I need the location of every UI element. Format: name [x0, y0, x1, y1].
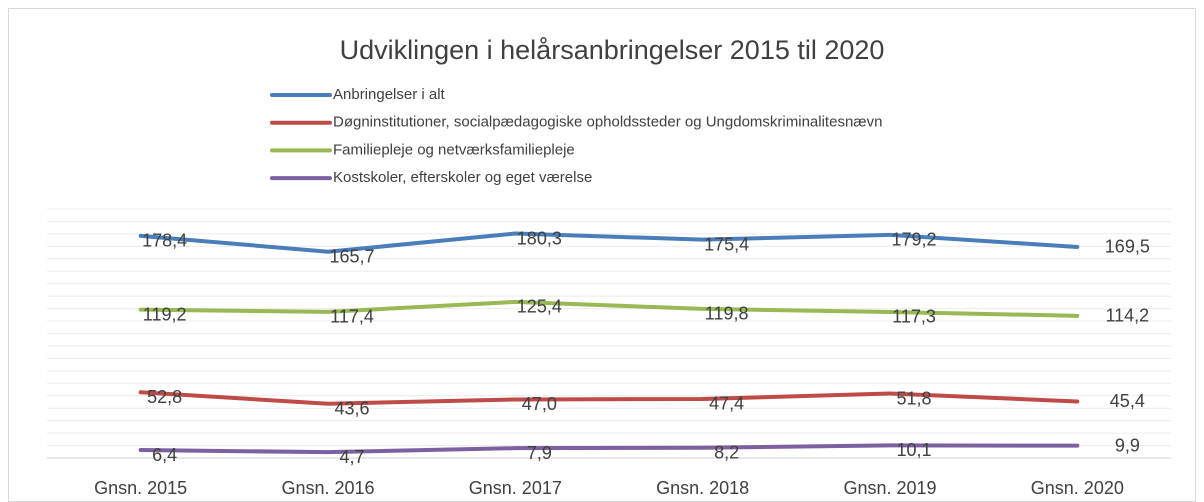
data-label: 178,4 — [142, 231, 187, 251]
line — [138, 443, 1080, 455]
data-label: 8,2 — [714, 443, 739, 463]
line — [138, 231, 1080, 254]
legend-label: Anbringelser i alt — [333, 86, 446, 103]
data-label: 117,4 — [330, 307, 374, 327]
data-label: 175,4 — [704, 234, 749, 254]
data-label: 52,8 — [147, 387, 182, 407]
data-label: 169,5 — [1105, 237, 1150, 257]
data-label: 4,7 — [339, 447, 364, 467]
chart-border — [8, 8, 1196, 502]
line — [138, 299, 1080, 318]
legend-label: Kostskoler, efterskoler og eget værelse — [333, 169, 592, 186]
data-label: 119,8 — [705, 304, 749, 324]
data-label: 47,0 — [522, 394, 557, 414]
data-label: 117,3 — [892, 307, 936, 327]
line — [138, 390, 1080, 406]
data-label: 179,2 — [891, 230, 936, 250]
data-label: 114,2 — [1105, 306, 1149, 326]
x-tick-label: Gnsn. 2020 — [1031, 478, 1124, 498]
data-label: 10,1 — [896, 440, 931, 460]
data-label: 47,4 — [709, 394, 744, 414]
data-label: 165,7 — [329, 246, 374, 266]
legend-label: Familiepleje og netværksfamiliepleje — [333, 141, 575, 158]
data-label: 6,4 — [152, 445, 177, 465]
x-tick-label: Gnsn. 2015 — [94, 478, 187, 498]
x-tick-label: Gnsn. 2018 — [656, 478, 749, 498]
legend-label: Døgninstitutioner, socialpædagogiske oph… — [333, 114, 882, 131]
data-label: 51,8 — [896, 388, 931, 408]
data-label: 9,9 — [1115, 435, 1140, 455]
x-tick-label: Gnsn. 2019 — [843, 478, 936, 498]
data-label: 43,6 — [334, 398, 369, 418]
data-label: 7,9 — [527, 443, 552, 463]
chart-title: Udviklingen i helårsanbringelser 2015 ti… — [340, 35, 885, 65]
data-label: 45,4 — [1110, 391, 1145, 411]
data-label: 180,3 — [517, 228, 562, 248]
data-label: 125,4 — [517, 297, 562, 317]
data-label: 119,2 — [143, 304, 187, 324]
x-tick-label: Gnsn. 2017 — [469, 478, 562, 498]
x-tick-label: Gnsn. 2016 — [281, 478, 374, 498]
